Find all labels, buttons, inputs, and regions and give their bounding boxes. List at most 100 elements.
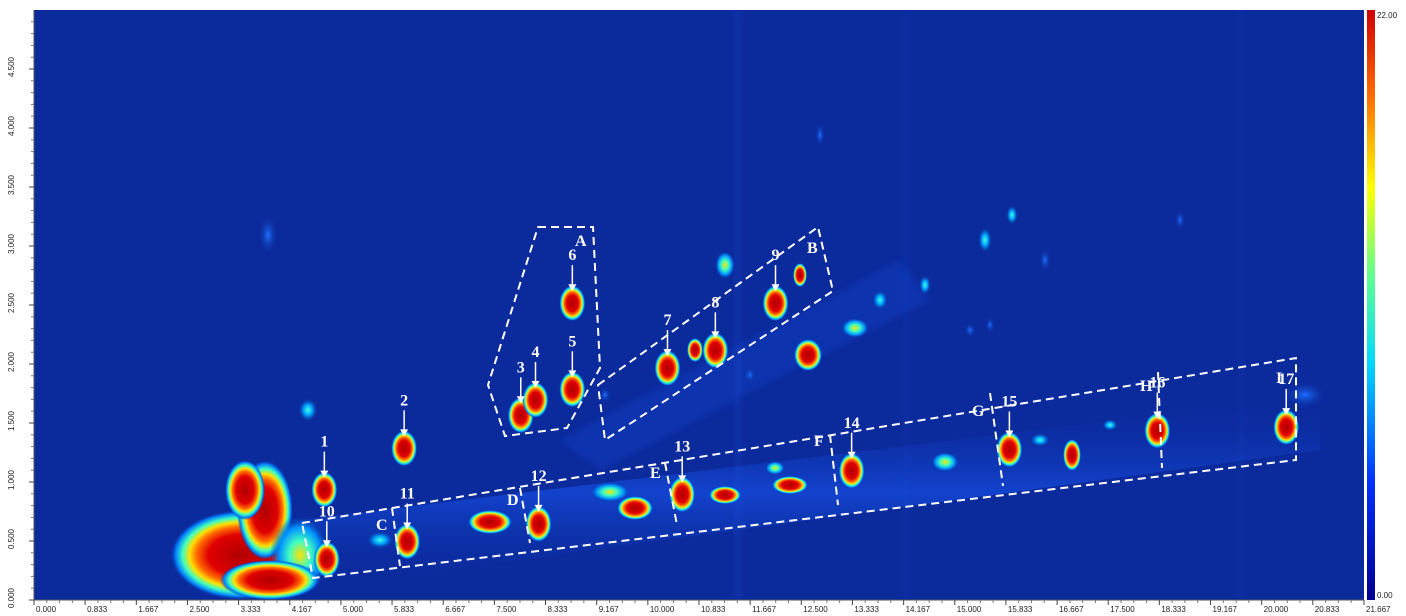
y-tick-label: 3.500 (7, 174, 16, 195)
x-tick-label: 18.333 (1161, 605, 1186, 614)
peak-14-label: 14 (844, 415, 860, 432)
peak-8-arrowhead (711, 331, 720, 339)
y-tick-label: 4.000 (7, 115, 16, 136)
peak-8-label: 8 (711, 294, 719, 311)
peak-17-label: 17 (1278, 371, 1294, 388)
region-divider-fg (829, 434, 839, 506)
peak-6-arrowhead (568, 284, 577, 292)
peak-16-arrowhead (1153, 411, 1162, 419)
x-tick-label: 13.333 (854, 605, 879, 614)
region-divider-gh (989, 392, 1004, 487)
region-label-f: F (814, 433, 824, 450)
x-tick-label: 20.833 (1315, 605, 1340, 614)
peak-13-arrowhead (678, 475, 687, 483)
y-tick-label: 0.500 (7, 528, 16, 549)
x-tick-label: 15.833 (1008, 605, 1033, 614)
x-tick-label: 1.667 (138, 605, 159, 614)
colorbar-min-label: 0.00 (1377, 591, 1393, 600)
region-label-i: I (1276, 370, 1282, 387)
peak-6-spot (559, 285, 586, 322)
peak-11-arrowhead (403, 522, 412, 530)
peak-12-spot (525, 505, 552, 542)
y-tick-label: 2.500 (7, 292, 16, 313)
y-tick-label: 1.000 (7, 469, 16, 490)
peak-14-spot (838, 452, 865, 489)
x-tick-label: 19.167 (1213, 605, 1238, 614)
x-tick-label: 10.833 (701, 605, 726, 614)
y-tick-label: 0.000 (7, 587, 16, 608)
peak-16-label: 16 (1149, 375, 1165, 392)
y-tick-label: 2.000 (7, 351, 16, 372)
region-label-d: D (507, 492, 519, 509)
peak-9-spot (762, 285, 789, 322)
peak-6-label: 6 (568, 247, 576, 264)
colorbar (1367, 10, 1375, 600)
x-tick-label: 0.833 (87, 605, 108, 614)
region-boundaries (300, 225, 1297, 580)
x-tick-label: 7.500 (496, 605, 517, 614)
peak-9-arrowhead (771, 284, 780, 292)
peak-2-spot (391, 430, 418, 467)
region-divider-ef (664, 462, 678, 526)
y-tick-label: 1.500 (7, 410, 16, 431)
peak-7-arrowhead (663, 349, 672, 357)
peak-11-label: 11 (400, 486, 415, 503)
peak-10-label: 10 (319, 503, 335, 520)
peak-1-arrowhead (320, 470, 329, 478)
peak-16-spot (1144, 412, 1171, 449)
peak-10-spot (313, 541, 340, 578)
x-tick-label: 5.000 (343, 605, 364, 614)
region-divider-cd (391, 507, 401, 567)
x-tick-label: 16.667 (1059, 605, 1084, 614)
x-tick-label: 4.167 (292, 605, 313, 614)
region-divider-de (519, 487, 531, 544)
x-tick-label: 8.333 (548, 605, 569, 614)
peak-5-label: 5 (568, 333, 576, 350)
heatmap-layer (170, 10, 1327, 600)
peak-1-label: 1 (320, 434, 328, 451)
x-axis: 0.000 0.833 1.667 2.500 3.333 4.167 5.000 5.833… (33, 599, 1391, 614)
peak-5-arrowhead (568, 370, 577, 378)
peak-4-spot (522, 381, 549, 418)
region-b-boundary (596, 225, 835, 442)
x-tick-label: 2.500 (189, 605, 210, 614)
peak-5-spot (559, 371, 586, 408)
region-label-e: E (650, 465, 661, 482)
peak-11-spot (394, 523, 421, 560)
peak-9-label: 9 (772, 247, 780, 264)
x-tick-label: 9.167 (599, 605, 620, 614)
peak-7-spot (654, 350, 681, 387)
peak-3-arrowhead (516, 396, 525, 404)
x-tick-label: 20.000 (1264, 605, 1289, 614)
y-tick-label: 4.500 (7, 56, 16, 77)
x-tick-label: 10.000 (650, 605, 675, 614)
peak-4-arrowhead (531, 380, 540, 388)
peak-17-arrowhead (1282, 408, 1291, 416)
region-label-g: G (972, 403, 985, 420)
region-label-h: H (1140, 378, 1153, 395)
x-tick-label: 0.000 (36, 605, 57, 614)
x-tick-label: 21.667 (1366, 605, 1391, 614)
peak-7-label: 7 (663, 312, 671, 329)
region-band-boundary (300, 356, 1297, 580)
peak-8-spot (702, 332, 729, 369)
x-tick-label: 5.833 (394, 605, 415, 614)
x-tick-label: 14.167 (906, 605, 931, 614)
region-label-b: B (807, 240, 818, 257)
region-a-boundary (486, 226, 602, 438)
peak-15-label: 15 (1001, 394, 1017, 411)
peak-13-spot (669, 476, 696, 513)
colorbar-max-label: 22.00 (1377, 11, 1398, 20)
x-tick-label: 6.667 (445, 605, 466, 614)
region-divider-hi (1157, 371, 1163, 469)
y-axis: 0.000 0.500 1.000 1.500 2.000 2.500 3.000 3.500… (7, 10, 35, 608)
peak-2-arrowhead (400, 429, 409, 437)
x-tick-label: 15.000 (957, 605, 982, 614)
peak-2-label: 2 (400, 392, 408, 409)
region-label-c: C (376, 517, 388, 534)
region-label-a: A (575, 233, 587, 250)
peak-12-arrowhead (534, 504, 543, 512)
peak-4-label: 4 (532, 344, 540, 361)
